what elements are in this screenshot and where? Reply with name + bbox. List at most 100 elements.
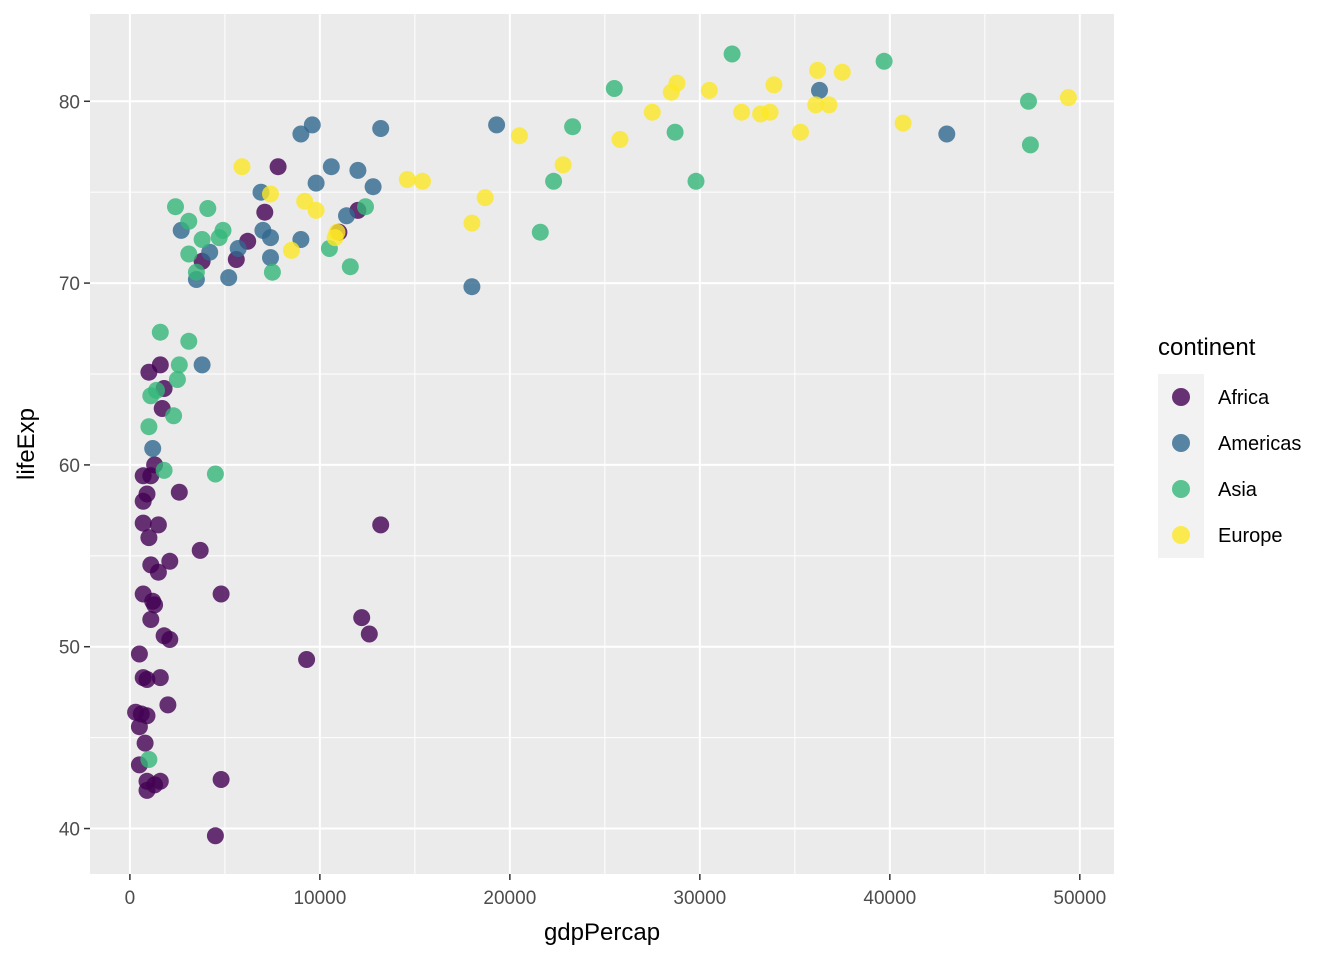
data-point (263, 263, 281, 281)
data-point (372, 120, 390, 137)
data-point (269, 158, 287, 176)
legend-title: continent (1158, 334, 1256, 361)
data-point (140, 751, 158, 768)
data-point (298, 651, 316, 668)
data-point (180, 332, 198, 350)
data-point (761, 103, 779, 121)
y-tick-label: 40 (59, 820, 80, 841)
data-point (134, 492, 152, 510)
data-point (256, 203, 274, 221)
data-point (262, 229, 279, 247)
y-axis-title: lifeExp (13, 408, 40, 480)
legend-key-americas (1172, 434, 1190, 452)
x-tick-label: 0 (125, 888, 136, 909)
data-point (303, 116, 321, 134)
data-point (130, 718, 148, 736)
data-point (142, 467, 160, 485)
data-point (733, 103, 751, 121)
data-point (307, 201, 325, 219)
data-point (809, 61, 827, 79)
data-point (229, 240, 247, 257)
data-point (833, 63, 851, 81)
data-point (282, 241, 300, 259)
x-tick-label: 10000 (293, 888, 346, 909)
data-point (554, 156, 572, 174)
data-point (807, 96, 825, 114)
data-point (206, 827, 224, 845)
data-point (765, 76, 783, 94)
legend-label-europe: Europe (1218, 525, 1283, 547)
data-point (643, 103, 661, 121)
y-tick-label: 80 (59, 92, 80, 113)
data-point (151, 356, 169, 374)
data-point (151, 323, 169, 341)
data-point (364, 178, 382, 196)
data-point (338, 207, 355, 225)
x-tick-label: 40000 (863, 888, 916, 909)
data-point (360, 625, 378, 643)
x-tick-label: 30000 (673, 888, 726, 909)
data-point (134, 514, 152, 532)
data-point (938, 125, 956, 143)
data-point (463, 278, 481, 296)
legend: continent Africa Americas Asia Europe (1158, 334, 1301, 558)
data-point (206, 465, 224, 483)
data-point (180, 212, 198, 230)
data-point (341, 258, 359, 276)
data-point (811, 81, 828, 99)
data-point (161, 631, 179, 648)
y-tick-label: 50 (59, 638, 80, 659)
data-point (666, 123, 684, 141)
data-point (488, 116, 506, 134)
data-point (875, 52, 893, 70)
data-points (127, 45, 1077, 845)
data-point (262, 249, 279, 267)
data-point (170, 356, 188, 374)
data-point (820, 96, 838, 114)
data-point (687, 172, 705, 190)
data-point (326, 229, 344, 247)
data-point (510, 127, 528, 145)
data-point (792, 123, 809, 141)
data-point (605, 80, 623, 97)
data-point (700, 81, 718, 99)
legend-label-africa: Africa (1218, 387, 1270, 409)
data-point (349, 161, 367, 179)
data-point (140, 418, 158, 436)
data-point (296, 192, 314, 210)
data-point (1021, 136, 1039, 154)
data-point (398, 171, 416, 188)
data-point (262, 185, 279, 203)
data-point (372, 516, 390, 534)
data-point (140, 529, 158, 547)
data-point (233, 158, 251, 176)
legend-key-asia (1172, 480, 1190, 498)
data-point (151, 669, 169, 687)
data-point (142, 611, 160, 628)
series-europe (233, 61, 1077, 259)
data-point (531, 223, 549, 241)
legend-label-americas: Americas (1218, 433, 1301, 455)
legend-key-europe (1172, 526, 1190, 544)
data-point (322, 158, 340, 176)
data-point (212, 771, 230, 788)
series-africa (127, 158, 390, 845)
data-point (1059, 89, 1077, 107)
data-point (168, 371, 186, 388)
data-point (138, 671, 156, 688)
data-point (161, 552, 179, 570)
y-tick-label: 60 (59, 456, 80, 477)
axes: 0 10000 20000 30000 40000 50000 40 50 60 70 80 (59, 92, 1106, 909)
data-point (307, 174, 325, 192)
legend-entries: Africa Americas Asia Europe (1172, 387, 1301, 547)
data-point (564, 118, 582, 136)
data-point (292, 125, 310, 143)
x-tick-label: 20000 (483, 888, 536, 909)
y-tick-label: 70 (59, 274, 80, 295)
legend-key-africa (1172, 388, 1190, 406)
grid-lines (90, 14, 1114, 874)
data-point (149, 516, 167, 534)
data-point (545, 172, 563, 190)
data-point (187, 263, 205, 281)
data-point (130, 645, 148, 663)
